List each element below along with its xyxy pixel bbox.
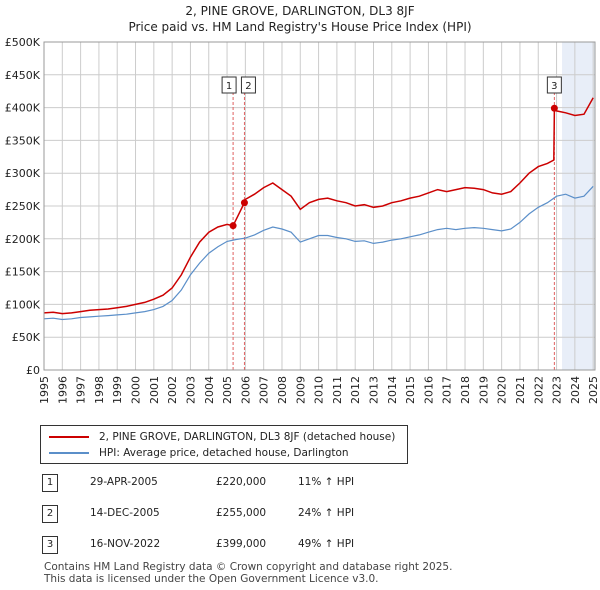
x-tick-label: 1995 xyxy=(38,376,51,404)
y-tick-label: £500K xyxy=(5,36,41,49)
x-tick-label: 2007 xyxy=(258,376,271,404)
x-tick-label: 2004 xyxy=(203,376,216,404)
x-tick-label: 2014 xyxy=(386,376,399,404)
chart-subtitle: Price paid vs. HM Land Registry's House … xyxy=(128,20,472,34)
sale-labels: 1 2 3 xyxy=(221,76,562,94)
sale-date: 29-APR-2005 xyxy=(90,476,158,488)
chart-title: 2, PINE GROVE, DARLINGTON, DL3 8JF xyxy=(185,4,415,18)
x-tick-label: 2012 xyxy=(349,376,362,404)
x-tick-label: 2023 xyxy=(551,376,564,404)
y-tick-label: £150K xyxy=(5,266,41,279)
y-tick-label: £50K xyxy=(12,331,41,344)
sale-price: £220,000 xyxy=(216,476,267,488)
x-tick-label: 2024 xyxy=(569,376,582,404)
sale-date: 16-NOV-2022 xyxy=(90,538,161,550)
sale-date: 14-DEC-2005 xyxy=(90,507,160,519)
x-tick-label: 1999 xyxy=(111,376,124,404)
x-tick-label: 2021 xyxy=(514,376,527,404)
x-tick-label: 2000 xyxy=(130,376,143,404)
x-tick-label: 2015 xyxy=(404,376,417,404)
x-tick-label: 2010 xyxy=(313,376,326,404)
sale-point xyxy=(550,104,558,112)
x-tick-label: 2022 xyxy=(532,376,545,404)
x-tick-label: 1996 xyxy=(56,376,69,404)
sale-label-box xyxy=(221,76,237,94)
y-tick-label: £250K xyxy=(5,200,41,213)
sale-number-box: 1 xyxy=(42,474,58,492)
sale-hpi-change: 11% ↑ HPI xyxy=(298,476,355,488)
sale-price: £255,000 xyxy=(216,507,267,519)
sale-label-box xyxy=(240,76,256,94)
x-tick-label: 2013 xyxy=(368,376,381,404)
sale-points xyxy=(229,104,558,230)
sale-row: 1 29-APR-2005 £220,000 11% ↑ HPI xyxy=(42,474,442,494)
x-tick-label: 2005 xyxy=(221,376,234,404)
sale-label-text: 1 xyxy=(226,81,232,92)
y-tick-label: £100K xyxy=(5,298,41,311)
x-tick-label: 2018 xyxy=(459,376,472,404)
sale-row: 2 14-DEC-2005 £255,000 24% ↑ HPI xyxy=(42,505,442,525)
y-tick-label: £300K xyxy=(5,167,41,180)
legend: 2, PINE GROVE, DARLINGTON, DL3 8JF (deta… xyxy=(40,425,408,464)
property-series-line xyxy=(43,97,594,315)
x-tick-label: 1998 xyxy=(93,376,106,404)
x-tick-label: 2011 xyxy=(331,376,344,404)
sale-lines xyxy=(232,92,555,370)
y-tick-label: £400K xyxy=(5,102,41,115)
y-tick-label: £0 xyxy=(26,364,40,377)
footer-copyright: Contains HM Land Registry data © Crown c… xyxy=(44,561,453,573)
x-tick-label: 2019 xyxy=(477,376,490,404)
sale-hpi-change: 49% ↑ HPI xyxy=(298,538,355,550)
x-tick-label: 2008 xyxy=(276,376,289,404)
sale-price: £399,000 xyxy=(216,538,267,550)
sale-point xyxy=(240,199,248,207)
sale-label-box xyxy=(546,76,562,94)
y-tick-label: £200K xyxy=(5,233,41,246)
legend-item-property: 2, PINE GROVE, DARLINGTON, DL3 8JF (deta… xyxy=(49,430,395,444)
sale-point xyxy=(229,222,237,230)
sale-hpi-change: 24% ↑ HPI xyxy=(298,507,355,519)
x-tick-label: 2003 xyxy=(184,376,197,404)
legend-swatch-property xyxy=(49,436,89,438)
x-tick-label: 1997 xyxy=(75,376,88,404)
x-tick-label: 2002 xyxy=(166,376,179,404)
x-tick-label: 2020 xyxy=(496,376,509,404)
sale-number-box: 3 xyxy=(42,536,58,554)
sale-label-text: 2 xyxy=(245,81,251,92)
chart-grid xyxy=(43,41,595,371)
x-tick-label: 2001 xyxy=(148,376,161,404)
footer-licence: This data is licensed under the Open Gov… xyxy=(44,573,379,585)
sale-number-box: 2 xyxy=(42,505,58,523)
price-chart: £0 £50K £100K £150K £200K £250K £300K £350K £400… xyxy=(5,36,600,404)
legend-item-hpi: HPI: Average price, detached house, Darl… xyxy=(49,446,349,460)
hpi-series-line xyxy=(43,185,594,321)
legend-swatch-hpi xyxy=(49,452,89,454)
x-tick-label: 2016 xyxy=(422,376,435,404)
x-tick-label: 2009 xyxy=(294,376,307,404)
x-tick-label: 2017 xyxy=(441,376,454,404)
sale-row: 3 16-NOV-2022 £399,000 49% ↑ HPI xyxy=(42,536,442,556)
plot-frame xyxy=(43,41,596,371)
y-tick-label: £350K xyxy=(5,134,41,147)
y-tick-label: £450K xyxy=(5,69,41,82)
legend-label-property: 2, PINE GROVE, DARLINGTON, DL3 8JF (deta… xyxy=(99,431,396,443)
sale-label-text: 3 xyxy=(551,81,557,92)
x-tick-label: 2006 xyxy=(239,376,252,404)
chart-axes: £0 £50K £100K £150K £200K £250K £300K £350K £400… xyxy=(5,36,600,404)
x-tick-label: 2025 xyxy=(587,376,600,404)
legend-label-hpi: HPI: Average price, detached house, Darl… xyxy=(99,447,349,459)
